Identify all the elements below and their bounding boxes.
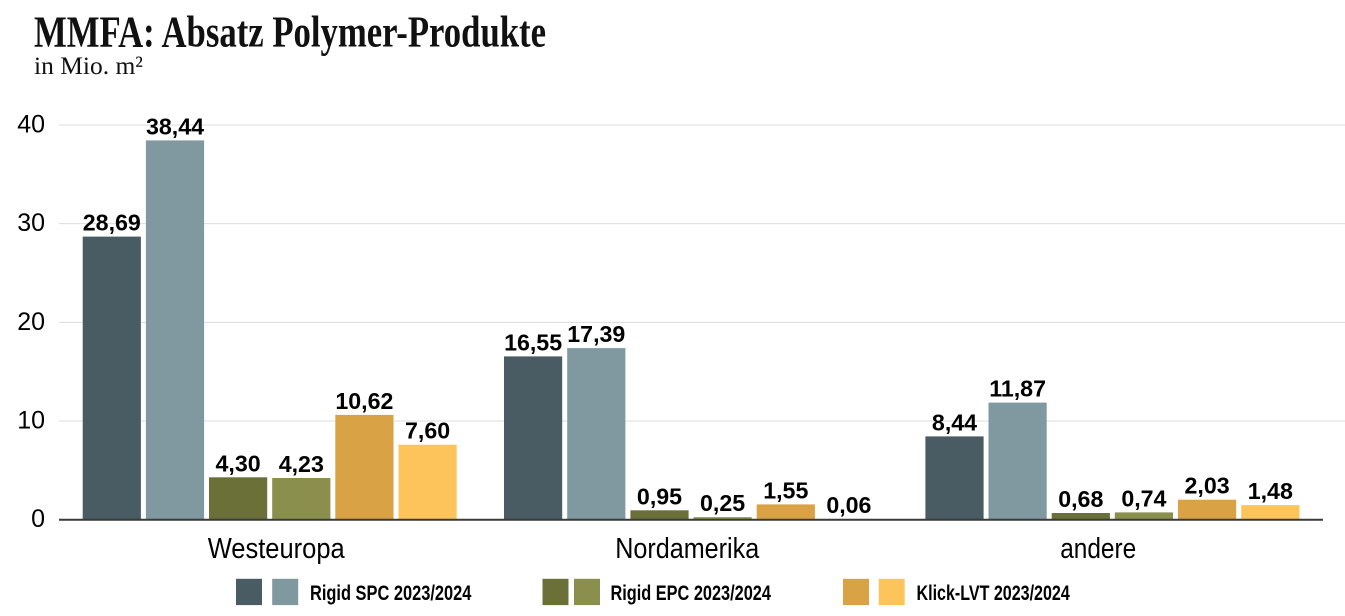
svg-text:1,48: 1,48 bbox=[1248, 478, 1293, 504]
svg-text:Rigid SPC 2023/2024: Rigid SPC 2023/2024 bbox=[310, 582, 472, 605]
svg-text:Westeuropa: Westeuropa bbox=[208, 532, 345, 564]
svg-text:38,44: 38,44 bbox=[146, 113, 204, 139]
svg-text:10: 10 bbox=[17, 407, 45, 435]
svg-text:10,62: 10,62 bbox=[335, 388, 393, 414]
svg-text:in Mio. m²: in Mio. m² bbox=[34, 51, 143, 80]
svg-text:2,03: 2,03 bbox=[1185, 473, 1230, 499]
svg-text:16,55: 16,55 bbox=[504, 329, 562, 355]
svg-text:andere: andere bbox=[1060, 532, 1136, 564]
svg-text:0,06: 0,06 bbox=[826, 492, 871, 518]
svg-text:Nordamerika: Nordamerika bbox=[615, 532, 759, 564]
svg-text:4,30: 4,30 bbox=[216, 450, 261, 476]
svg-text:0,68: 0,68 bbox=[1058, 486, 1103, 512]
svg-text:30: 30 bbox=[17, 209, 45, 237]
svg-text:0,25: 0,25 bbox=[700, 490, 745, 516]
svg-text:8,44: 8,44 bbox=[932, 409, 977, 435]
svg-text:11,87: 11,87 bbox=[989, 376, 1046, 402]
svg-text:Rigid EPC 2023/2024: Rigid EPC 2023/2024 bbox=[611, 582, 772, 605]
svg-text:1,55: 1,55 bbox=[763, 477, 808, 503]
svg-text:0,74: 0,74 bbox=[1121, 485, 1166, 511]
svg-text:20: 20 bbox=[17, 308, 45, 336]
svg-text:28,69: 28,69 bbox=[83, 210, 141, 236]
svg-text:7,60: 7,60 bbox=[405, 418, 450, 444]
svg-text:Klick-LVT 2023/2024: Klick-LVT 2023/2024 bbox=[917, 582, 1071, 605]
svg-text:4,23: 4,23 bbox=[279, 451, 324, 477]
svg-text:MMFA: Absatz Polymer-Produkte: MMFA: Absatz Polymer-Produkte bbox=[34, 8, 546, 57]
svg-text:0,95: 0,95 bbox=[637, 483, 682, 509]
svg-text:17,39: 17,39 bbox=[567, 321, 625, 347]
svg-text:40: 40 bbox=[17, 111, 45, 139]
svg-text:0: 0 bbox=[31, 505, 45, 533]
